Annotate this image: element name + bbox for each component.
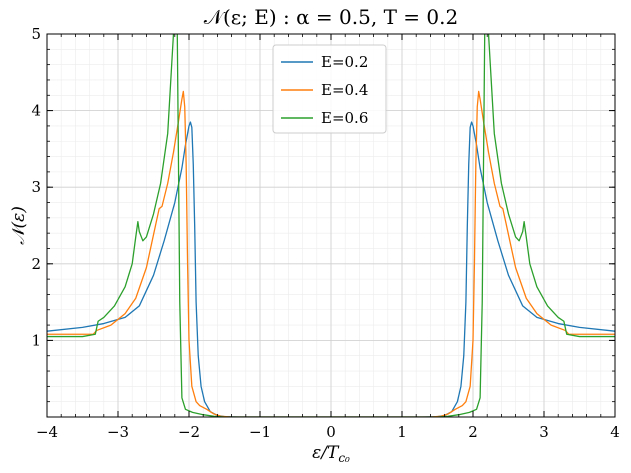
x-axis-label-main: ε/T — [312, 443, 340, 463]
series-line-3 — [47, 34, 615, 417]
series-line-1 — [47, 121, 615, 417]
x-tick-label: 3 — [539, 423, 549, 441]
x-tick-label: −1 — [249, 423, 271, 441]
series-layer — [47, 34, 615, 417]
legend-box — [272, 44, 387, 134]
legend-label-1: E=0.2 — [321, 53, 368, 71]
x-tick-label: 4 — [610, 423, 620, 441]
y-tick-label: 5 — [31, 25, 41, 43]
x-tick-label: 2 — [468, 423, 478, 441]
legend: E=0.2 E=0.4 E=0.6 — [272, 44, 387, 134]
series-line-2 — [47, 90, 615, 417]
x-tick-label: −4 — [36, 423, 58, 441]
legend-entries: E=0.2 E=0.4 E=0.6 — [281, 53, 368, 127]
y-tick-label: 3 — [31, 178, 41, 196]
y-tick-label: 2 — [31, 255, 41, 273]
y-tick-label: 1 — [31, 331, 41, 349]
legend-label-3: E=0.6 — [321, 109, 368, 127]
x-axis-label-subscript: c₀ — [338, 451, 350, 465]
x-tick-label: 0 — [326, 423, 336, 441]
x-tick-label: −3 — [107, 423, 129, 441]
tick-labels: −4 −3 −2 −1 0 1 2 3 4 1 2 3 4 5 — [31, 25, 619, 441]
chart-title: 𝒩(ε; E) : α = 0.5, T = 0.2 — [204, 5, 458, 29]
y-axis-label: 𝒩(ε) — [9, 206, 29, 245]
x-tick-label: 1 — [397, 423, 407, 441]
legend-label-2: E=0.4 — [321, 81, 368, 99]
y-tick-label: 4 — [31, 102, 41, 120]
x-tick-label: −2 — [178, 423, 200, 441]
x-axis-label: ε/Tc₀ — [312, 443, 350, 465]
ticks — [46, 33, 616, 418]
